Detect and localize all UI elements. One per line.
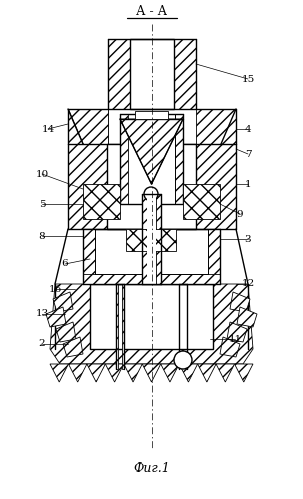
Polygon shape [87, 364, 105, 382]
Text: 2: 2 [39, 339, 45, 348]
Polygon shape [108, 39, 130, 109]
Polygon shape [183, 184, 220, 219]
Polygon shape [128, 114, 175, 204]
Polygon shape [124, 364, 142, 382]
Text: 13: 13 [35, 309, 48, 318]
Polygon shape [122, 284, 124, 369]
Polygon shape [105, 364, 124, 382]
Polygon shape [68, 109, 108, 144]
Circle shape [144, 187, 158, 201]
Polygon shape [83, 274, 220, 284]
Polygon shape [179, 364, 198, 382]
Text: 10: 10 [35, 170, 48, 179]
Text: 5: 5 [39, 200, 45, 209]
Polygon shape [53, 292, 73, 312]
Polygon shape [175, 114, 183, 204]
Polygon shape [68, 109, 108, 144]
Text: 3: 3 [245, 235, 251, 244]
Text: А - А: А - А [136, 4, 167, 17]
Polygon shape [120, 114, 128, 204]
Text: 6: 6 [62, 259, 68, 268]
Polygon shape [230, 292, 250, 312]
Polygon shape [63, 337, 83, 357]
Text: 9: 9 [237, 210, 243, 219]
Polygon shape [130, 39, 174, 109]
Text: 15: 15 [241, 74, 255, 83]
Polygon shape [161, 364, 179, 382]
Polygon shape [46, 307, 66, 327]
Text: 7: 7 [245, 150, 251, 159]
Text: 11: 11 [228, 334, 241, 343]
Polygon shape [198, 364, 216, 382]
Polygon shape [116, 284, 118, 369]
Polygon shape [174, 39, 196, 109]
Polygon shape [156, 194, 161, 284]
Circle shape [174, 351, 192, 369]
Text: 14: 14 [42, 124, 55, 134]
Text: 16: 16 [48, 284, 62, 293]
Polygon shape [56, 322, 76, 342]
Text: 1: 1 [245, 180, 251, 189]
Text: 4: 4 [245, 124, 251, 134]
Polygon shape [50, 284, 253, 364]
Polygon shape [83, 184, 120, 219]
Text: Фиг.1: Фиг.1 [133, 463, 170, 476]
Polygon shape [83, 229, 95, 284]
Polygon shape [216, 364, 235, 382]
Polygon shape [90, 284, 213, 349]
Polygon shape [126, 229, 176, 251]
Polygon shape [68, 144, 107, 229]
Polygon shape [208, 229, 220, 284]
Polygon shape [227, 322, 247, 342]
Text: 8: 8 [39, 232, 45, 241]
Polygon shape [68, 364, 87, 382]
Polygon shape [235, 364, 253, 382]
Polygon shape [120, 119, 183, 184]
Polygon shape [50, 364, 68, 382]
Polygon shape [220, 337, 240, 357]
Polygon shape [142, 364, 161, 382]
Polygon shape [135, 111, 168, 119]
Polygon shape [147, 194, 156, 284]
Text: 12: 12 [241, 279, 255, 288]
Polygon shape [196, 109, 236, 144]
Polygon shape [142, 194, 147, 284]
Polygon shape [196, 144, 236, 229]
Polygon shape [107, 144, 196, 229]
Polygon shape [237, 307, 257, 327]
